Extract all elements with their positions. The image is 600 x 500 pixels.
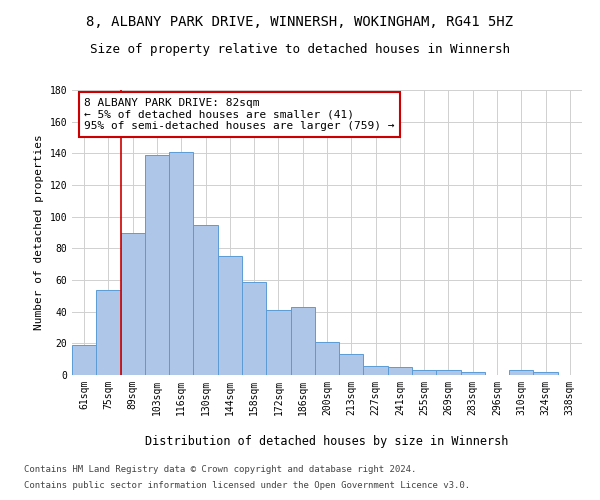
- Text: 8 ALBANY PARK DRIVE: 82sqm
← 5% of detached houses are smaller (41)
95% of semi-: 8 ALBANY PARK DRIVE: 82sqm ← 5% of detac…: [84, 98, 395, 131]
- Bar: [96, 290, 121, 375]
- Text: Contains public sector information licensed under the Open Government Licence v3: Contains public sector information licen…: [24, 481, 470, 490]
- Bar: [461, 372, 485, 375]
- Bar: [509, 370, 533, 375]
- Text: Distribution of detached houses by size in Winnersh: Distribution of detached houses by size …: [145, 435, 509, 448]
- Bar: [72, 345, 96, 375]
- Bar: [412, 370, 436, 375]
- Bar: [242, 282, 266, 375]
- Bar: [193, 224, 218, 375]
- Bar: [121, 232, 145, 375]
- Bar: [339, 354, 364, 375]
- Text: 8, ALBANY PARK DRIVE, WINNERSH, WOKINGHAM, RG41 5HZ: 8, ALBANY PARK DRIVE, WINNERSH, WOKINGHA…: [86, 15, 514, 29]
- Y-axis label: Number of detached properties: Number of detached properties: [34, 134, 44, 330]
- Bar: [364, 366, 388, 375]
- Bar: [169, 152, 193, 375]
- Bar: [388, 367, 412, 375]
- Bar: [218, 256, 242, 375]
- Bar: [266, 310, 290, 375]
- Bar: [533, 372, 558, 375]
- Bar: [290, 307, 315, 375]
- Bar: [436, 370, 461, 375]
- Text: Size of property relative to detached houses in Winnersh: Size of property relative to detached ho…: [90, 42, 510, 56]
- Text: Contains HM Land Registry data © Crown copyright and database right 2024.: Contains HM Land Registry data © Crown c…: [24, 465, 416, 474]
- Bar: [315, 342, 339, 375]
- Bar: [145, 155, 169, 375]
